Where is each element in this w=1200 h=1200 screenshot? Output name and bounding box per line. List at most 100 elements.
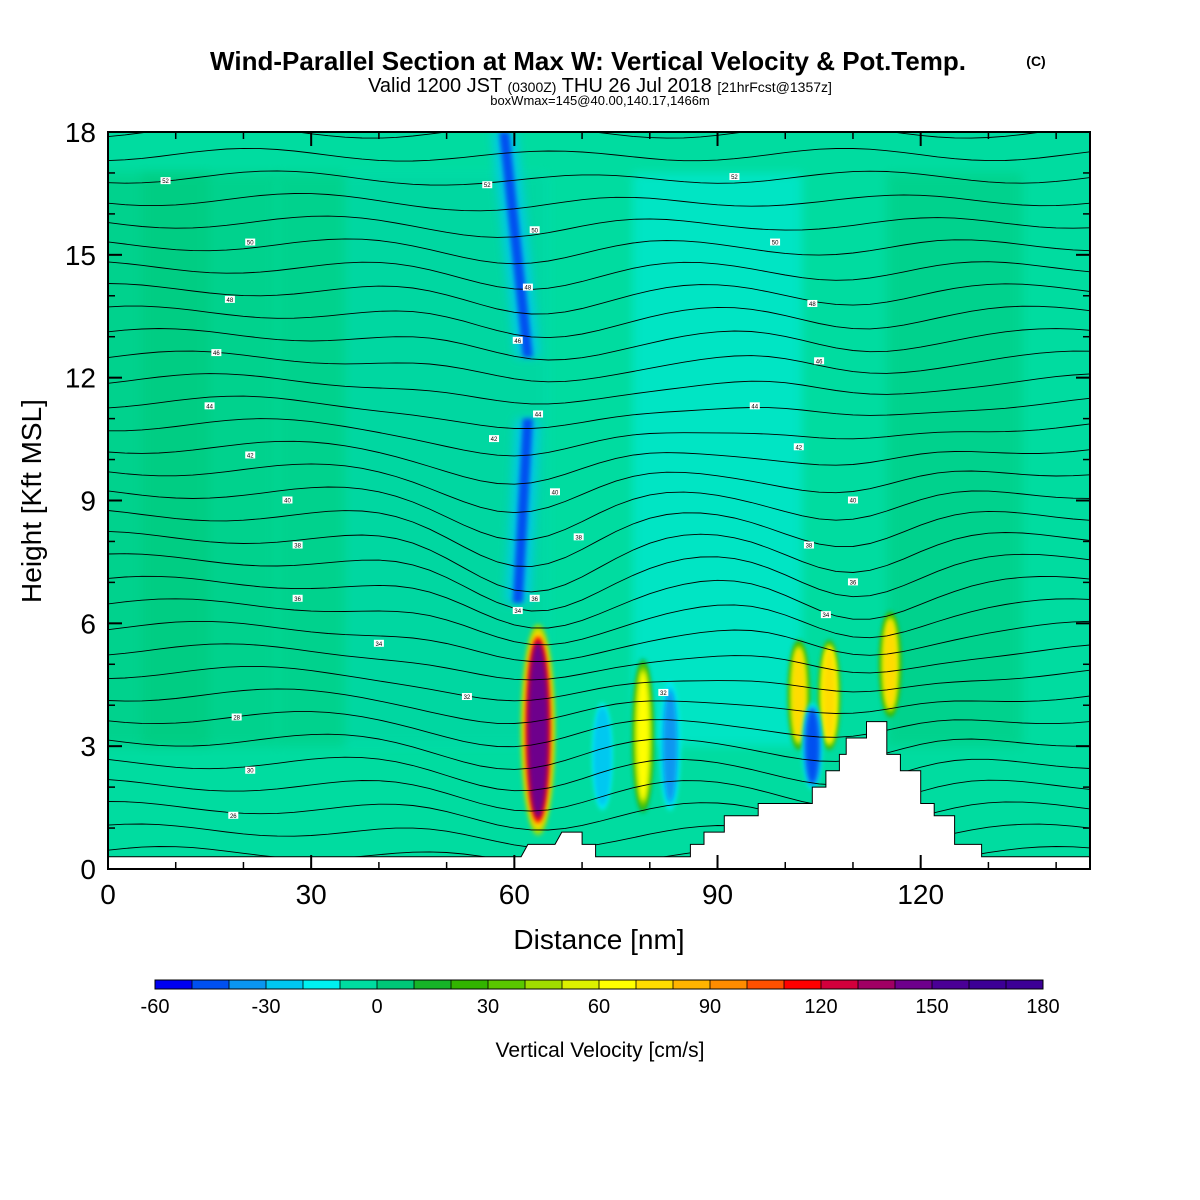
theta-label: 36 — [850, 580, 857, 586]
theta-label: 30 — [247, 769, 254, 775]
theta-contour — [108, 733, 1090, 770]
theta-label: 48 — [227, 298, 234, 304]
theta-label-box — [224, 295, 235, 303]
theta-label-box — [204, 402, 215, 410]
theta-contour — [108, 170, 1090, 186]
colorbar-swatch — [192, 980, 230, 989]
colorbar-frame — [154, 979, 1044, 990]
theta-label-box — [729, 173, 740, 181]
theta-label: 32 — [464, 695, 471, 701]
theta-label-box — [292, 594, 303, 602]
theta-contour — [108, 373, 1090, 405]
theta-contour — [108, 193, 1090, 212]
colorbar-tick-label: 120 — [804, 996, 837, 1018]
colorbar-tick-label: -60 — [141, 996, 170, 1018]
theta-contour — [108, 305, 1090, 339]
theta-label-box — [522, 283, 533, 291]
theta-label: 50 — [247, 241, 254, 247]
velocity-feature-8 — [805, 709, 819, 784]
colorbar-swatch — [451, 980, 489, 989]
colorbar-swatch — [932, 980, 970, 989]
terrain — [108, 721, 1090, 869]
theta-label: 28 — [233, 716, 240, 722]
background-field-5 — [886, 172, 1023, 747]
theta-contour — [108, 575, 1090, 629]
theta-contour — [108, 261, 1090, 290]
colorbar-swatch — [377, 980, 415, 989]
theta-contour — [108, 530, 1090, 593]
plot-area: 52 50 48 46 44 42 40 38 36 34 32 28 30 26 52 50 48 46 44 42… — [108, 132, 1090, 869]
theta-label: 44 — [206, 404, 213, 410]
theta-label-box — [489, 435, 500, 443]
theta-label: 48 — [525, 286, 532, 292]
theta-contour — [108, 756, 1090, 792]
theta-label: 50 — [531, 228, 538, 234]
theta-label-box — [820, 611, 831, 619]
theta-label: 38 — [806, 544, 813, 550]
velocity-feature-9 — [883, 620, 897, 709]
x-axis-label: Distance [nm] — [513, 924, 684, 955]
theta-label-box — [373, 639, 384, 647]
theta-label: 52 — [731, 175, 738, 181]
velocity-feature-5 — [663, 690, 677, 802]
colorbar-tick-label: 150 — [915, 996, 948, 1018]
theta-label: 46 — [213, 351, 220, 357]
theta-label: 40 — [552, 490, 559, 496]
colorbar-label: Vertical Velocity [cm/s] — [496, 1039, 705, 1062]
theta-label: 36 — [531, 597, 538, 603]
theta-label-box — [770, 238, 781, 246]
theta-label: 38 — [575, 535, 582, 541]
theta-contour — [108, 711, 1090, 748]
theta-label-box — [533, 410, 544, 418]
theta-label: 42 — [247, 453, 254, 459]
theta-label: 40 — [850, 499, 857, 505]
theta-label: 34 — [514, 609, 521, 615]
theta-label: 44 — [535, 413, 542, 419]
theta-contour — [108, 688, 1090, 724]
colorbar-swatch — [747, 980, 785, 989]
theta-label-box — [512, 336, 523, 344]
theta-contour — [108, 463, 1090, 514]
theta-contour — [108, 238, 1090, 265]
x-tick-label: 0 — [100, 879, 116, 910]
colorbar-swatch — [1006, 980, 1044, 989]
velocity-feature-1 — [512, 418, 533, 603]
colorbar-swatch — [710, 980, 748, 989]
theta-label: 34 — [823, 613, 830, 619]
velocity-feature-3 — [636, 671, 650, 801]
theta-label: 38 — [294, 544, 301, 550]
y-tick-label: 9 — [80, 486, 96, 517]
theta-label: 42 — [795, 445, 802, 451]
theta-label-box — [461, 693, 472, 701]
theta-label: 36 — [294, 597, 301, 603]
theta-label-box — [793, 443, 804, 451]
x-tick-label: 120 — [897, 879, 944, 910]
colorbar-swatch — [969, 980, 1007, 989]
theta-label: 44 — [751, 404, 758, 410]
theta-label: 46 — [514, 339, 521, 345]
colorbar-tick-label: 180 — [1026, 996, 1059, 1018]
colorbar-swatch — [858, 980, 896, 989]
theta-label-box — [847, 578, 858, 586]
theta-contour — [108, 395, 1090, 429]
velocity-feature-4 — [595, 710, 609, 803]
theta-label: 52 — [484, 183, 491, 189]
colorbar-swatch — [821, 980, 859, 989]
colorbar-swatch — [340, 980, 378, 989]
y-tick-label: 0 — [80, 854, 96, 885]
theta-label-box — [228, 811, 239, 819]
theta-contour — [108, 215, 1090, 238]
theta-contour — [108, 598, 1090, 646]
theta-label-box — [482, 181, 493, 189]
colorbar-tick-label: -30 — [252, 996, 281, 1018]
theta-label-box — [814, 357, 825, 365]
y-axis-label: Height [Kft MSL] — [16, 399, 47, 603]
y-tick-label: 6 — [80, 608, 96, 639]
theta-label-box — [292, 541, 303, 549]
theta-label-box — [549, 488, 560, 496]
theta-label: 50 — [772, 241, 779, 247]
velocity-feature-7 — [822, 648, 836, 742]
theta-label-box — [512, 607, 523, 615]
y-tick-label: 12 — [65, 363, 96, 394]
